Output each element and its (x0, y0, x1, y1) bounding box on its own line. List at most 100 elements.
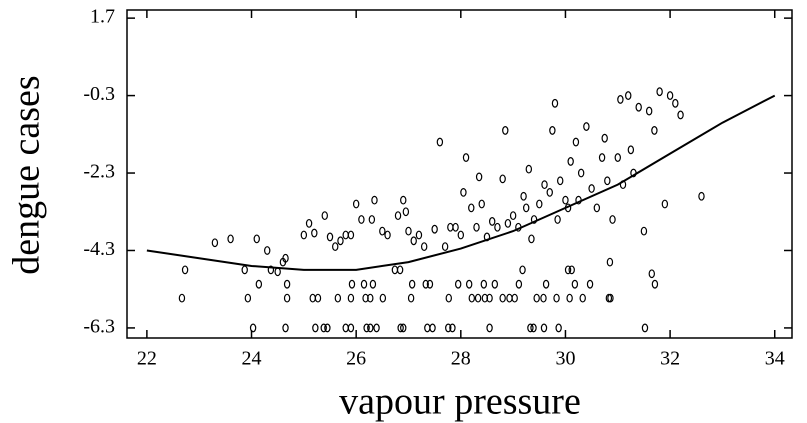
scatter-point (549, 126, 556, 135)
scatter-point (666, 91, 674, 100)
scatter-point (554, 215, 561, 224)
scatter-point (504, 218, 512, 228)
scatter-point (568, 265, 575, 275)
scatter-point (571, 279, 579, 289)
scatter-point (181, 265, 189, 275)
plot-frame (126, 9, 793, 339)
scatter-point (429, 323, 436, 333)
scatter-point (506, 293, 513, 303)
scatter-point (324, 323, 331, 333)
scatter-point (494, 222, 501, 232)
scatter-point (473, 222, 480, 232)
scatter-point (431, 224, 438, 234)
scatter-point (604, 176, 611, 186)
scatter-point (384, 230, 391, 240)
scatter-point (598, 153, 606, 162)
x-tick-label: 32 (660, 348, 680, 370)
scatter-point (564, 265, 572, 275)
scatter-point (530, 215, 538, 224)
scatter-point (309, 293, 316, 303)
scatter-point (396, 265, 404, 275)
scatter-point (244, 293, 252, 303)
scatter-point (606, 257, 614, 267)
scatter-point (519, 265, 526, 275)
scatter-point (645, 106, 653, 116)
scatter-point (641, 323, 649, 333)
scatter-point (499, 174, 506, 184)
scatter-point (462, 153, 470, 162)
scatter-point (486, 293, 493, 303)
scatter-point (527, 323, 534, 333)
scatter-point (311, 228, 318, 238)
scatter-point (342, 323, 349, 333)
scatter-point (241, 265, 248, 275)
scatter-point (457, 230, 465, 240)
scatter-point (542, 279, 550, 289)
scatter-point (379, 293, 387, 303)
scatter-point (348, 279, 356, 289)
scatter-point (314, 293, 322, 303)
scatter-point (282, 253, 289, 263)
scatter-point (426, 279, 434, 289)
scatter-point (566, 293, 573, 303)
y-tick-label: -0.3 (83, 83, 115, 105)
scatter-point (525, 164, 533, 174)
scatter-point (468, 203, 475, 213)
scatter-point (305, 218, 313, 228)
scatter-point (540, 293, 547, 303)
scatter-point (347, 230, 355, 240)
scatter-point (567, 157, 574, 166)
scatter-point (648, 269, 655, 279)
scatter-point (424, 323, 431, 333)
scatter-point (436, 137, 444, 147)
scatter-point (627, 145, 635, 155)
scatter-point (360, 279, 368, 289)
x-tick-label: 30 (555, 348, 575, 370)
scatter-point (509, 211, 517, 221)
scatter-point (274, 267, 281, 277)
scatter-point (420, 242, 428, 252)
scatter-point (698, 191, 705, 201)
scatter-point (489, 217, 496, 226)
scatter-point (405, 226, 412, 236)
scatter-point (227, 234, 234, 244)
scatter-point (400, 323, 407, 333)
scatter-point (468, 293, 475, 303)
scatter-point (445, 293, 452, 303)
scatter-point (651, 279, 659, 289)
scatter-point (445, 323, 452, 333)
x-axis-title: vapour pressure (339, 381, 581, 423)
scatter-point (397, 323, 404, 333)
scatter-point (454, 279, 462, 289)
scatter-point (363, 323, 370, 333)
y-tick-label: -2.3 (83, 161, 115, 183)
y-axis-title: dengue cases (6, 75, 48, 274)
scatter-point (614, 153, 621, 162)
x-tick-label: 22 (137, 348, 157, 370)
scatter-point (264, 246, 271, 255)
fit-line (146, 94, 776, 271)
scatter-point (588, 184, 595, 193)
scatter-point (342, 230, 349, 240)
scatter-point (651, 126, 658, 135)
scatter-point (523, 203, 530, 213)
scatter-point (635, 102, 642, 112)
scatter-point (449, 323, 456, 333)
scatter-point (625, 91, 632, 100)
scatter-point (312, 323, 319, 333)
scatter-point (371, 195, 378, 205)
scatter-point (486, 323, 493, 333)
scatter-point (520, 191, 527, 201)
scatter-point (609, 215, 616, 224)
scatter-point (530, 323, 537, 333)
scatter-point (502, 126, 509, 135)
x-tick-label: 34 (765, 348, 785, 370)
x-tick-label: 24 (242, 348, 262, 370)
scatter-point (540, 323, 548, 333)
scatter-point (499, 293, 506, 303)
scatter-point (607, 293, 614, 303)
scatter-point (447, 222, 454, 232)
scatter-point (475, 172, 483, 182)
scatter-point (572, 137, 580, 147)
scatter-point (640, 226, 648, 236)
